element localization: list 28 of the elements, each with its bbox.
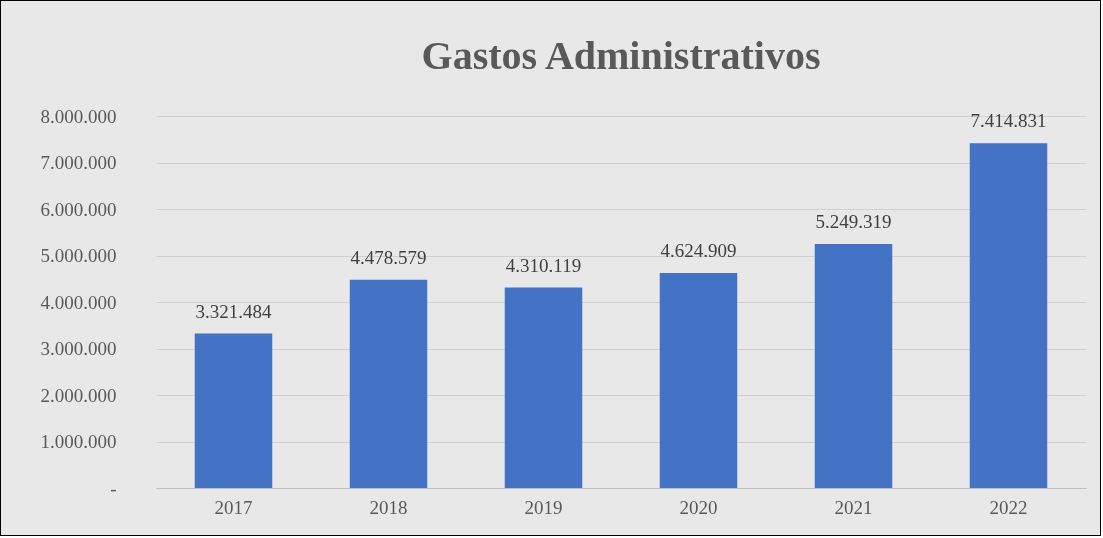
chart-title: Gastos Administrativos — [421, 33, 821, 78]
data-label: 3.321.484 — [195, 300, 272, 322]
bar — [504, 287, 583, 488]
y-tick-label: 6.000.000 — [40, 198, 117, 220]
bar — [659, 272, 738, 488]
data-label: 7.414.831 — [970, 110, 1047, 132]
y-tick-label: 7.000.000 — [40, 152, 117, 173]
y-tick-label: - — [110, 477, 117, 499]
y-tick-label: 1.000.000 — [40, 431, 117, 452]
x-tick-label: 2017 — [214, 496, 253, 518]
y-tick-label: 8.000.000 — [40, 105, 117, 127]
x-tick-label: 2018 — [369, 496, 408, 518]
x-tick-label: 2020 — [679, 496, 718, 518]
y-tick-label: 2.000.000 — [40, 384, 117, 406]
bar — [814, 243, 893, 488]
data-label: 5.249.319 — [815, 210, 892, 232]
y-tick-label: 3.000.000 — [40, 338, 117, 359]
y-tick-label: 4.000.000 — [40, 291, 117, 313]
x-tick-label: 2021 — [834, 496, 873, 518]
bar — [969, 143, 1048, 488]
x-tick-label: 2022 — [989, 496, 1028, 518]
data-label: 4.478.579 — [350, 246, 427, 268]
data-label: 4.624.909 — [660, 239, 737, 261]
y-tick-label: 5.000.000 — [40, 245, 117, 266]
bar — [349, 279, 428, 488]
bar — [194, 333, 273, 488]
x-tick-label: 2019 — [524, 496, 563, 518]
data-label: 4.310.119 — [505, 254, 582, 276]
